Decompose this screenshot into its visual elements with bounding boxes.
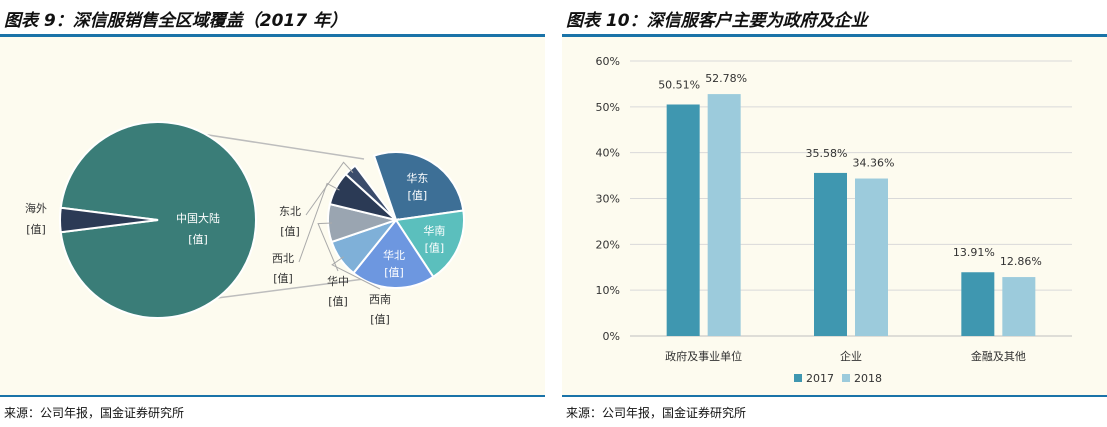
slice-value-label: [值] [425,241,445,254]
leader-line [298,182,340,263]
pie-slice-mainland [59,121,257,319]
slice-value-label: [值] [26,223,46,236]
slice-value-label: [值] [280,225,300,238]
slice-value-label: [值] [188,233,208,246]
x-tick-label: 企业 [840,349,862,363]
bar [1002,277,1036,336]
y-tick-label: 30% [596,193,620,206]
y-tick-label: 40% [596,147,620,160]
data-label: 52.78% [705,72,747,85]
y-tick-label: 60% [596,55,620,68]
slice-label: 西北 [272,252,294,265]
slice-value-label: [值] [408,189,428,202]
data-label: 35.58% [806,147,848,160]
source-note: 来源：公司年报，国金证券研究所 [566,406,747,420]
y-tick-label: 50% [596,101,620,114]
legend-label: 2017 [806,372,834,385]
slice-label: 东北 [279,205,301,218]
bar [855,178,888,336]
slice-label: 华南 [423,223,445,237]
data-label: 13.91% [953,246,995,259]
bar-chart: 0% 10% 20% 30% 40% 50% 60% 50.51% 52.78% 政府及事业单位 3… [596,55,1072,385]
slice-label: 华东 [406,171,428,185]
source-rule [562,395,1107,397]
legend-swatch [794,374,802,382]
slice-value-label: [值] [370,313,390,326]
legend-label: 2018 [854,372,882,385]
title-rule [0,34,545,37]
slice-value-label: [值] [384,266,404,279]
slice-value-label: [值] [273,272,293,285]
bar [814,172,847,336]
slice-label: 中国大陆 [176,211,220,225]
pie-slice [394,209,465,279]
pie-slice [372,151,465,222]
slice-label: 西南 [369,293,391,306]
source-rule [0,395,545,397]
chart-title: 图表 10：深信服客户主要为政府及企业 [566,11,868,31]
bar [666,104,700,336]
pie-slice-overseas [59,206,159,234]
slice-label: 华北 [383,248,405,262]
legend-swatch [842,374,850,382]
pie-of-pie-chart: 中国大陆 [值] 海外 [值] 华东 [值] 华南 [值] 华北 [值] 西南 [值] 华中 [值] 西北 [… [25,121,465,326]
title-rule [562,34,1107,37]
bar [707,94,741,336]
slice-value-label: [值] [328,295,348,308]
y-tick-label: 0% [603,330,620,343]
pie-slice [352,218,435,289]
x-tick-label: 金融及其他 [971,349,1026,363]
slice-label: 海外 [25,201,47,215]
y-tick-label: 20% [596,238,620,251]
chart-title: 图表 9：深信服销售全区域覆盖（2017 年） [4,11,347,31]
bar [961,272,995,336]
slice-label: 华中 [327,274,349,288]
region-chart-panel: 图表 9：深信服销售全区域覆盖（2017 年） 中国大陆 [值] 海外 [值] 华东 [值… [0,0,545,427]
customer-chart-panel: 图表 10：深信服客户主要为政府及企业 0% 10% 20% 30% 40% 50% 60%… [562,0,1107,427]
y-tick-label: 10% [596,284,620,297]
data-label: 50.51% [658,78,700,91]
leader-line [331,256,381,290]
x-tick-label: 政府及事业单位 [665,349,742,363]
leader-line [317,222,339,272]
source-note: 来源：公司年报，国金证券研究所 [4,406,185,420]
leader-line [305,161,354,216]
data-label: 34.36% [853,157,895,170]
data-label: 12.86% [1000,255,1042,268]
